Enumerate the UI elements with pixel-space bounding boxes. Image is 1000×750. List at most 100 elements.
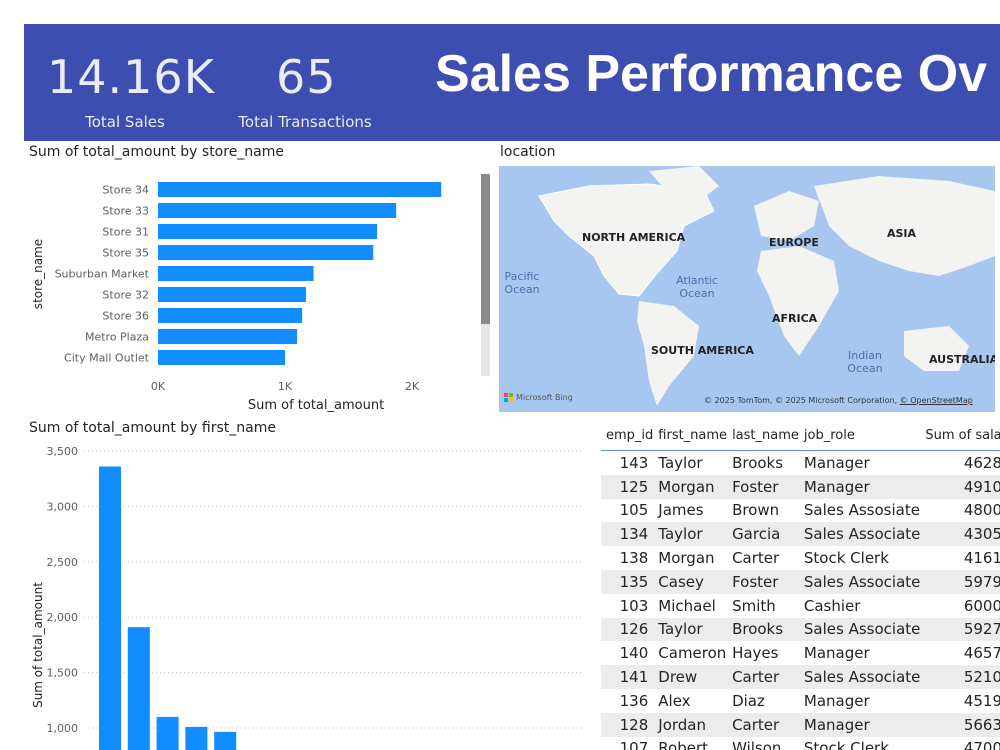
cell-salary: 5663 [920,712,1000,737]
kpi-total-sales-label: Total Sales [85,113,165,131]
map-label-south-america: SOUTH AMERICA [651,344,754,357]
cell-last-name: Hayes [732,644,779,663]
cell-salary: 5979 [920,569,1000,594]
cell-last-name: Carter [727,712,799,737]
table-row[interactable]: 107 Robert Wilson Stock Clerk 4700 [601,737,1000,750]
table-row[interactable]: 134 Taylor Garcia Sales Associate 4305 [601,522,1000,547]
map-label-pacific-ocean: Pacific Ocean [504,270,540,296]
cell-job-role: Sales Associate [798,569,921,594]
cell-first-name: Taylor [658,453,703,472]
map-label-europe: EUROPE [769,236,819,249]
store-category-label: Store 35 [102,247,149,260]
store-bar[interactable] [158,203,397,218]
cell-emp-id: 126 [601,617,654,642]
cell-emp-id: 128 [601,712,654,737]
store-bar[interactable] [158,329,298,344]
map-title: location [500,144,556,160]
table-row[interactable]: 126 Taylor Brooks Sales Associate 5927 [601,617,1000,642]
store-chart-scrollbar-thumb[interactable] [481,174,490,324]
openstreetmap-link[interactable]: © OpenStreetMap [899,396,973,405]
store-bar-chart[interactable]: Store 34 Store 33 Store 31 Store 35 Suburban… [24,164,494,416]
cell-salary: 4700 [963,739,1000,750]
cell-salary: 4657 [963,644,1000,663]
cell-job-role: Sales Associate [798,665,921,689]
column-header-last-name[interactable]: last_name [732,427,799,443]
cell-salary: 4161 [963,549,1000,568]
cell-last-name: Brown [732,501,780,520]
table-row[interactable]: 128 Jordan Carter Manager 5663 [601,712,1000,737]
first-name-bar-chart[interactable]: 1,000 1,500 2,000 2,500 3,000 3,500 Sum of to… [24,440,594,750]
name-y-tick-label: 2,500 [47,556,79,569]
cell-salary: 5927 [920,617,1000,642]
cell-first-name: Jordan [653,712,728,737]
cell-last-name: Carter [727,665,799,689]
store-bar[interactable] [158,245,374,260]
name-y-tick-label: 2,000 [47,611,79,624]
cell-emp-id: 134 [601,522,654,547]
store-bar[interactable] [158,287,306,302]
table-row[interactable]: 135 Casey Foster Sales Associate 5979 [601,569,1000,594]
cell-job-role: Stock Clerk [803,739,889,750]
kpi-total-transactions-label: Total Transactions [238,113,372,131]
cell-emp-id: 103 [619,596,649,615]
first-name-bar[interactable] [99,466,121,750]
cell-emp-id: 143 [619,453,649,472]
column-header-salary[interactable]: Sum of salar [925,427,1000,443]
column-header-job-role[interactable]: job_role [803,427,855,443]
store-chart-ylabel: store_name [31,239,45,309]
cell-job-role: Manager [803,453,870,472]
location-map[interactable]: NORTH AMERICA EUROPE ASIA AFRICA SOUTH A… [499,166,995,412]
cell-job-role: Sales Assosiate [803,501,920,520]
cell-job-role: Sales Associate [798,522,921,547]
cell-emp-id: 135 [601,569,654,594]
cell-last-name: Foster [727,474,799,499]
store-bar[interactable] [158,350,285,365]
cell-salary: 4910 [920,474,1000,499]
bing-logo: Microsoft Bing [504,393,573,402]
cell-first-name: Taylor [653,522,728,547]
header-banner [24,24,1000,141]
table-row[interactable]: 103 Michael Smith Cashier 6000 [601,594,1000,618]
table-row[interactable]: 141 Drew Carter Sales Associate 5210 [601,665,1000,689]
cell-emp-id: 107 [619,739,649,750]
store-category-label: Store 36 [102,310,149,323]
map-label-asia: ASIA [887,227,917,240]
store-chart-title: Sum of total_amount by store_name [29,144,285,160]
cell-last-name: Garcia [727,522,799,547]
cell-emp-id: 136 [619,691,649,710]
cell-last-name: Smith [732,596,776,615]
cell-last-name: Carter [732,549,780,568]
store-x-tick-label: 2K [405,380,420,393]
cell-first-name: James [658,501,704,520]
table-row[interactable]: 105 James Brown Sales Assosiate 4800 [601,499,1000,523]
first-name-bar[interactable] [185,726,208,750]
table-row[interactable]: 125 Morgan Foster Manager 4910 [601,474,1000,499]
first-name-bar[interactable] [156,716,179,750]
cell-last-name: Brooks [727,617,799,642]
cell-emp-id: 141 [601,665,654,689]
cell-job-role: Cashier [803,596,861,615]
store-bar[interactable] [158,266,314,281]
cell-first-name: Casey [653,569,728,594]
map-label-australia: AUSTRALIA [929,353,995,366]
cell-last-name: Foster [727,569,799,594]
store-bar[interactable] [158,182,442,197]
cell-job-role: Manager [798,712,921,737]
table-row[interactable]: 140 Cameron Hayes Manager 4657 [601,641,1000,665]
table-row[interactable]: 138 Morgan Carter Stock Clerk 4161 [601,546,1000,570]
store-bar[interactable] [158,224,378,239]
employee-table[interactable]: emp_id first_name last_name job_role Sum… [601,420,1000,750]
table-row[interactable]: 136 Alex Diaz Manager 4519 [601,689,1000,713]
table-row[interactable]: 143 Taylor Brooks Manager 4628 [601,451,1000,475]
cell-first-name: Alex [658,691,691,710]
cell-first-name: Cameron [658,644,727,663]
first-name-bar[interactable] [127,627,150,750]
cell-job-role: Manager [798,474,921,499]
column-header-first-name[interactable]: first_name [658,427,728,443]
cell-first-name: Morgan [653,474,728,499]
first-name-bar[interactable] [214,731,237,750]
store-bar[interactable] [158,308,303,323]
store-chart-xlabel: Sum of total_amount [248,398,384,413]
column-header-emp-id[interactable]: emp_id [606,427,654,443]
bing-logo-text: Microsoft Bing [516,393,573,402]
